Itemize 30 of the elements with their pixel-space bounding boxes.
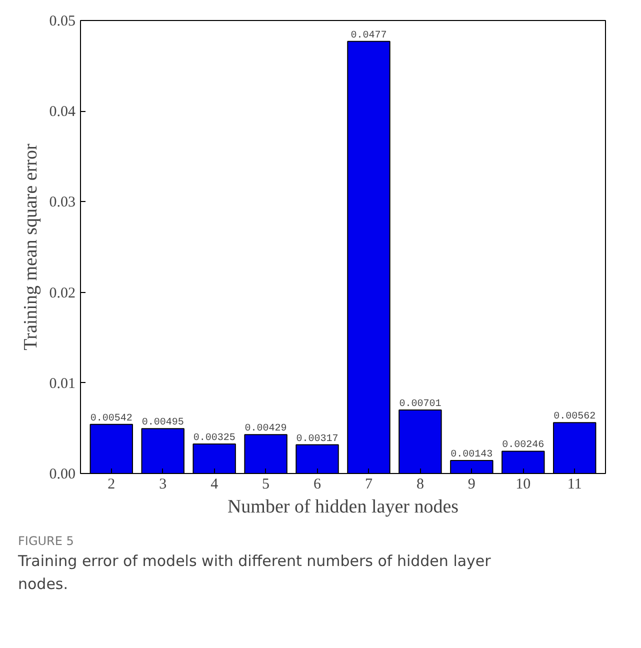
data-label: 0.00542 bbox=[90, 413, 132, 424]
data-label: 0.00701 bbox=[399, 398, 442, 410]
x-tick-label: 3 bbox=[159, 476, 167, 492]
y-tick-label: 0.05 bbox=[49, 14, 76, 30]
x-tick-label: 2 bbox=[108, 476, 116, 492]
y-tick-label: 0.01 bbox=[49, 376, 76, 392]
data-label: 0.00246 bbox=[502, 440, 544, 452]
x-tick-label: 4 bbox=[210, 476, 219, 492]
data-label: 0.00495 bbox=[142, 418, 184, 429]
x-tick-label: 6 bbox=[314, 476, 322, 492]
x-tick-label: 5 bbox=[262, 476, 270, 492]
y-tick-label: 0.02 bbox=[49, 285, 76, 302]
data-label: 0.00562 bbox=[554, 412, 596, 423]
x-tick-label: 11 bbox=[567, 476, 582, 492]
text: Training error of models with different numbers of hidden layer nodes. bbox=[18, 551, 492, 595]
data-label: 0.00317 bbox=[296, 434, 338, 445]
x-tick-label: 8 bbox=[416, 476, 424, 492]
data-label: 0.00325 bbox=[193, 433, 236, 444]
data-label: 0.00143 bbox=[450, 450, 493, 461]
y-tick-label: 0.03 bbox=[49, 194, 76, 211]
x-tick-label: 7 bbox=[364, 476, 373, 492]
y-axis-title: Training mean square error bbox=[20, 143, 42, 350]
x-tick-label: 9 bbox=[468, 476, 476, 492]
caption: FIGURE 5 bbox=[18, 533, 75, 550]
data-label: 0.0477 bbox=[350, 30, 387, 42]
x-axis-title: Number of hidden layer nodes bbox=[227, 496, 459, 518]
y-tick-label: 0.00 bbox=[49, 466, 76, 482]
data-label: 0.00429 bbox=[244, 424, 287, 435]
y-tick-label: 0.04 bbox=[49, 104, 76, 120]
x-tick-label: 10 bbox=[516, 476, 531, 492]
